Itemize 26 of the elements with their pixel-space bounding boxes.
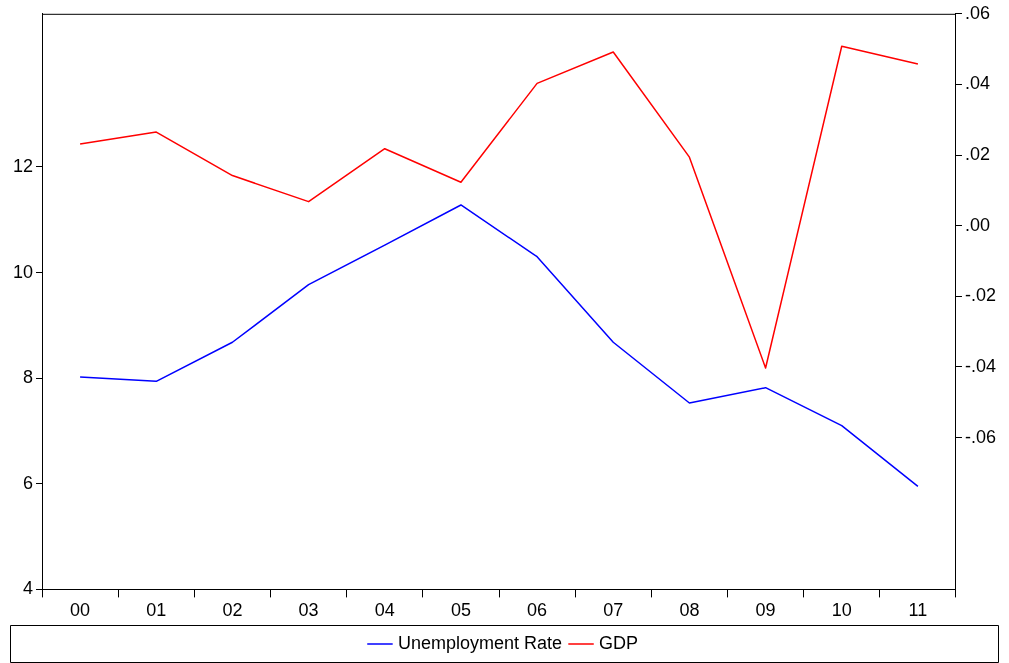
x-tick-label: 09	[755, 600, 776, 621]
y2-tick-label: -.06	[964, 426, 997, 447]
y-tick-label: 4	[23, 578, 34, 599]
x-tick-label: 05	[450, 600, 471, 621]
y2-tick-label: -.02	[964, 285, 997, 306]
x-tick-label: 08	[679, 600, 700, 621]
y-tick-label: 10	[12, 261, 34, 282]
x-tick-label: 00	[70, 600, 91, 621]
x-tick-label: 04	[374, 600, 395, 621]
x-tick-label: 07	[603, 600, 624, 621]
y-tick-label: 8	[23, 367, 34, 388]
y2-tick-label: -.04	[964, 355, 997, 376]
y2-tick-label: .02	[964, 144, 991, 165]
y2-tick-label: .04	[964, 73, 991, 94]
y2-tick-label: .00	[964, 214, 991, 235]
x-tick-label: 11	[908, 600, 928, 621]
y2-tick-label: .06	[964, 2, 991, 23]
legend-label: Unemployment Rate	[397, 632, 563, 653]
x-tick-label: 01	[146, 600, 167, 621]
y-tick-label: 6	[23, 472, 34, 493]
x-tick-label: 02	[222, 600, 243, 621]
x-tick-label: 03	[298, 600, 319, 621]
legend-label: GDP	[599, 632, 639, 653]
x-tick-label: 06	[527, 600, 548, 621]
y-tick-label: 12	[12, 155, 34, 176]
x-tick-label: 10	[831, 600, 852, 621]
